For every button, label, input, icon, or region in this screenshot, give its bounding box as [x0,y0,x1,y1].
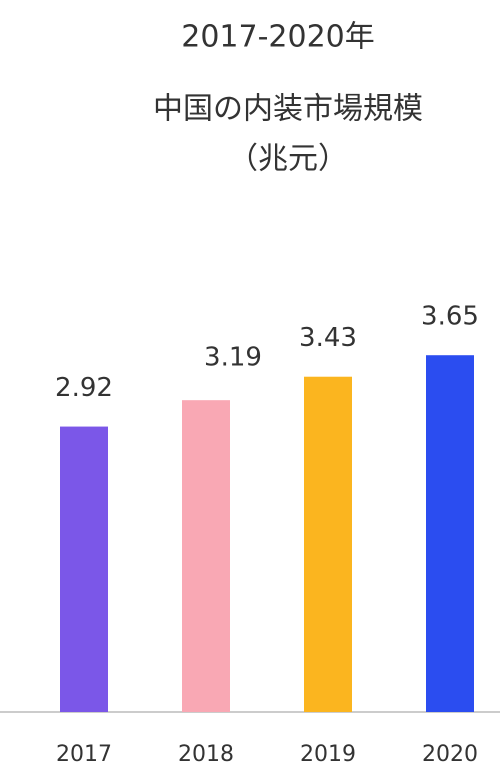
chart-title: 2017-2020年 [181,20,375,55]
x-tick-label: 2017 [56,742,112,767]
x-tick-label: 2020 [422,742,478,767]
bar [60,426,108,712]
value-label: 3.19 [204,343,262,373]
bar [182,400,230,712]
value-label: 2.92 [55,373,113,403]
chart-subtitle: （兆元） [228,142,348,177]
bar [304,376,352,712]
x-tick-label: 2019 [300,742,356,767]
value-label: 3.65 [421,302,479,332]
value-label: 3.43 [299,323,357,353]
chart-subtitle: 中国の内装市場規模 [153,92,423,127]
x-tick-label: 2018 [178,742,234,767]
bar [426,355,474,712]
